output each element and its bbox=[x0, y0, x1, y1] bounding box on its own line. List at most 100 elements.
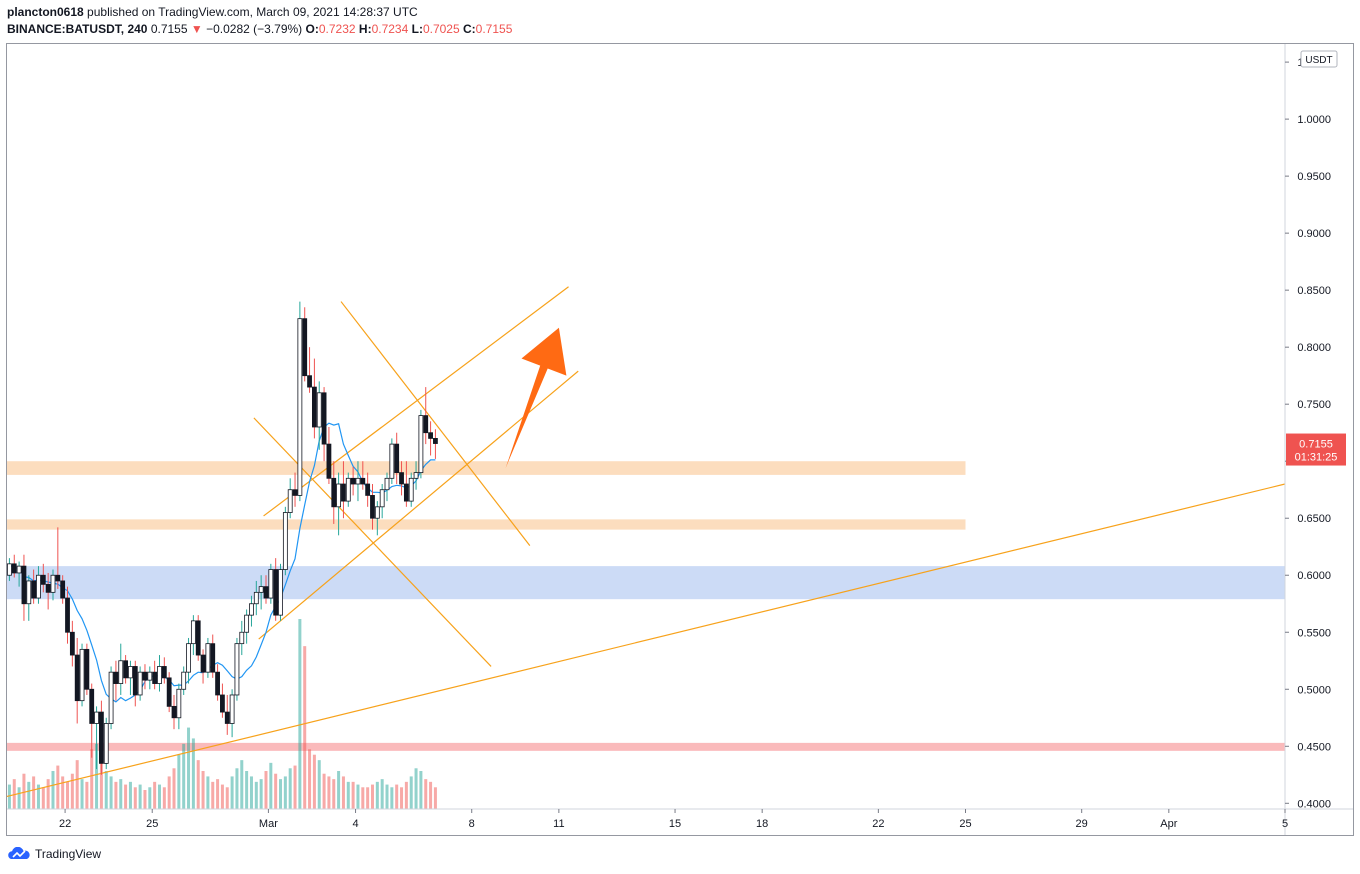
candle bbox=[157, 655, 162, 692]
candle bbox=[103, 717, 109, 770]
candle bbox=[278, 563, 283, 621]
candle bbox=[389, 438, 395, 485]
chart-frame bbox=[6, 43, 1354, 836]
plot-area bbox=[6, 286, 1286, 809]
volume-bar bbox=[390, 787, 394, 809]
candle-body bbox=[389, 443, 395, 479]
candle-body bbox=[79, 648, 85, 702]
y-tick-label: 0.4000 bbox=[1297, 798, 1331, 810]
symbol-label[interactable]: BINANCE:BATUSDT, 240 bbox=[7, 22, 148, 36]
x-tick-label: 29 bbox=[1076, 818, 1088, 830]
candle bbox=[215, 664, 220, 701]
candle bbox=[65, 586, 70, 644]
x-tick-label: 18 bbox=[756, 818, 768, 830]
candle-body bbox=[128, 666, 133, 679]
x-tick-label: 5 bbox=[1282, 818, 1288, 830]
candle-body bbox=[171, 705, 177, 719]
volume-bar bbox=[419, 771, 423, 809]
candle-body bbox=[316, 392, 322, 428]
volume-bar bbox=[167, 776, 171, 809]
volume-bar bbox=[312, 754, 316, 809]
candle-body bbox=[7, 563, 12, 576]
volume-bar bbox=[99, 754, 103, 809]
volume-bar bbox=[138, 784, 142, 809]
candle bbox=[79, 643, 85, 707]
tradingview-footer[interactable]: TradingView bbox=[7, 847, 101, 861]
candle-body bbox=[350, 477, 356, 485]
candle-body bbox=[239, 631, 245, 645]
candle bbox=[374, 501, 380, 536]
volume-bar bbox=[322, 773, 326, 809]
candle-body bbox=[399, 472, 404, 485]
volume-bar bbox=[187, 727, 191, 809]
x-tick-label: 11 bbox=[553, 818, 564, 830]
candle-body bbox=[69, 631, 75, 656]
close-label: C: bbox=[463, 22, 476, 36]
candle-body bbox=[341, 483, 346, 502]
candle-body bbox=[55, 574, 61, 582]
volume-bar bbox=[346, 781, 350, 809]
candle bbox=[205, 637, 211, 678]
volume-bar bbox=[356, 784, 360, 809]
volume-bar bbox=[414, 768, 418, 809]
candle bbox=[36, 566, 41, 604]
volume-bar bbox=[201, 771, 205, 809]
candle-body bbox=[345, 477, 351, 502]
candle-body bbox=[302, 318, 308, 377]
candle-body bbox=[11, 563, 17, 574]
candle bbox=[31, 569, 37, 604]
x-tick-label: Mar bbox=[259, 818, 278, 830]
candle bbox=[311, 358, 317, 439]
author-name[interactable]: plancton0618 bbox=[7, 5, 84, 19]
candle bbox=[365, 472, 371, 507]
candle bbox=[302, 307, 308, 382]
candle bbox=[341, 461, 346, 519]
volume-bar bbox=[240, 760, 244, 809]
candle bbox=[331, 461, 337, 524]
candle bbox=[292, 472, 298, 507]
candle bbox=[11, 554, 17, 578]
volume-bar bbox=[216, 779, 220, 809]
candle-body bbox=[161, 666, 167, 679]
candle-body bbox=[311, 386, 317, 428]
volume-bar bbox=[22, 773, 26, 809]
candle bbox=[142, 664, 148, 690]
candle bbox=[249, 595, 254, 627]
x-tick-label: 15 bbox=[669, 818, 681, 830]
volume-bar bbox=[80, 779, 84, 809]
volume-bar bbox=[254, 781, 258, 809]
volume-bar bbox=[385, 784, 389, 809]
candle-body bbox=[60, 580, 66, 599]
y-tick-label: 0.8500 bbox=[1297, 285, 1331, 297]
volume-bar bbox=[225, 787, 229, 809]
candle bbox=[263, 575, 269, 604]
volume-bar bbox=[162, 787, 166, 809]
candle bbox=[74, 637, 80, 724]
candle bbox=[16, 561, 22, 587]
last-price: 0.7155 bbox=[150, 22, 188, 36]
candle bbox=[132, 660, 138, 707]
candle-body bbox=[355, 477, 361, 485]
volume-bar bbox=[90, 749, 94, 809]
low-value: 0.7025 bbox=[422, 22, 460, 36]
candle-body bbox=[278, 569, 283, 616]
candle-body bbox=[428, 432, 433, 439]
candle bbox=[413, 461, 419, 490]
candle bbox=[423, 387, 429, 445]
candle-body bbox=[365, 483, 371, 496]
close-value: 0.7155 bbox=[475, 22, 513, 36]
candle bbox=[123, 655, 129, 684]
candle bbox=[55, 527, 61, 589]
volume-bar bbox=[46, 779, 50, 809]
candle-body bbox=[98, 711, 104, 764]
candle-body bbox=[307, 375, 312, 388]
volume-bar bbox=[220, 784, 224, 809]
volume-bar bbox=[249, 776, 253, 809]
high-value: 0.7234 bbox=[371, 22, 409, 36]
candle bbox=[273, 558, 279, 621]
candle bbox=[195, 615, 201, 661]
candle-body bbox=[370, 495, 375, 519]
volume-bar bbox=[409, 776, 413, 809]
candle-body bbox=[200, 654, 206, 673]
